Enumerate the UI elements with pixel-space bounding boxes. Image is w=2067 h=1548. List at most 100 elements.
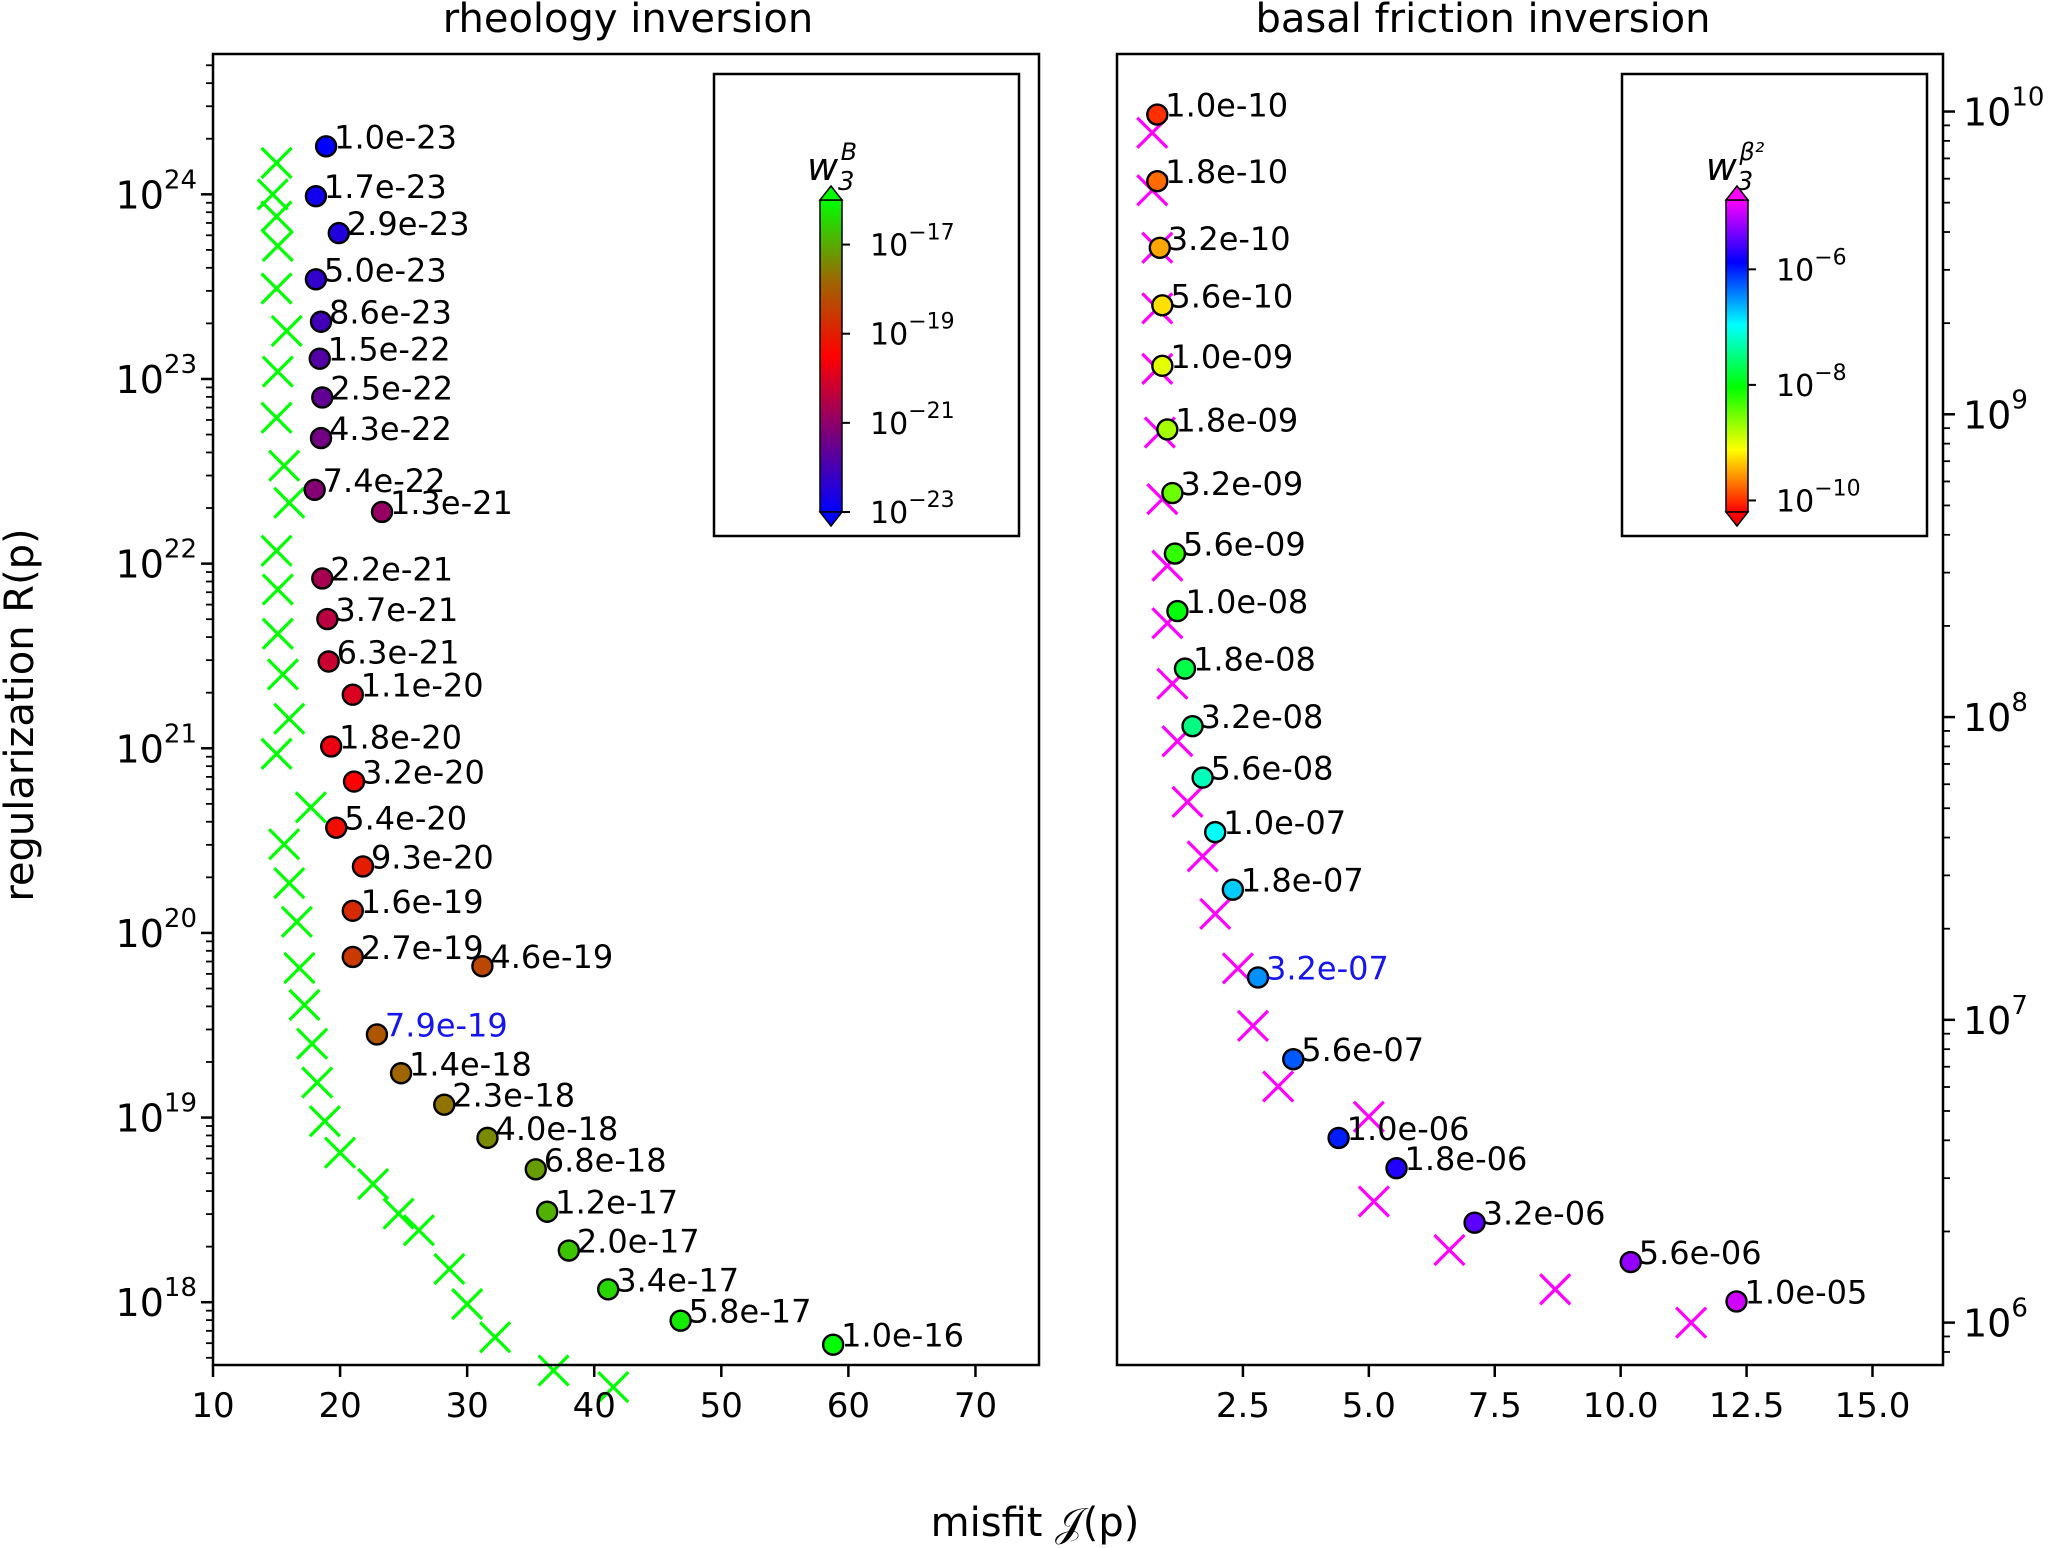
colorbar-symbol: w xyxy=(1706,145,1738,189)
data-point xyxy=(1221,878,1245,901)
cross-marker xyxy=(260,401,293,434)
cross-marker xyxy=(1236,1009,1270,1043)
panel-basal-friction: basal friction inversion 1.0e-10 1.8e-10 3… xyxy=(1115,0,2045,1426)
x-tick-label: 2.5 xyxy=(1216,1386,1270,1426)
colorbar-superscript: B xyxy=(841,138,857,166)
cross-marker xyxy=(261,573,294,606)
data-point xyxy=(1204,820,1227,844)
cross-marker xyxy=(382,1197,415,1230)
data-point xyxy=(1151,294,1174,317)
y-tick-label: 108 xyxy=(1963,688,2028,740)
data-point xyxy=(669,1309,692,1332)
point-label: 1.8e-09 xyxy=(1175,401,1298,439)
point-label: 1.8e-10 xyxy=(1165,153,1288,191)
cross-stroke xyxy=(323,1136,357,1169)
cross-stroke xyxy=(270,314,303,348)
point-label: 1.0e-16 xyxy=(841,1317,964,1355)
colorbar xyxy=(1725,199,1749,513)
colorbar-extend-top xyxy=(1724,184,1750,201)
cross-marker xyxy=(451,1287,484,1321)
y-tick-label: 1022 xyxy=(116,535,197,587)
cross-stroke xyxy=(301,1066,334,1099)
data-point xyxy=(1148,236,1172,259)
point-label: 2.0e-17 xyxy=(577,1223,700,1261)
cross-stroke xyxy=(261,617,294,650)
cross-stroke xyxy=(1433,1233,1466,1267)
cross-marker xyxy=(402,1214,435,1247)
point-label: 3.2e-09 xyxy=(1180,465,1303,503)
data-point xyxy=(351,855,375,878)
cross-stroke xyxy=(1221,952,1255,985)
point-label: 2.9e-23 xyxy=(347,205,470,243)
point-label: 3.4e-17 xyxy=(616,1261,739,1299)
data-point xyxy=(1725,1290,1748,1313)
point-label: 1.0e-08 xyxy=(1185,583,1308,621)
y-tick-label: 1024 xyxy=(116,165,197,217)
cross-stroke xyxy=(295,1027,329,1060)
cross-marker xyxy=(433,1252,466,1286)
point-label: 5.6e-10 xyxy=(1170,277,1293,315)
cross-stroke xyxy=(261,229,294,263)
point-label: 1.8e-06 xyxy=(1405,1140,1528,1178)
point-label: 2.3e-18 xyxy=(452,1077,575,1115)
y-tick-label: 106 xyxy=(1963,1294,2028,1346)
cross-stroke xyxy=(1171,785,1204,818)
point-label: 5.8e-17 xyxy=(689,1293,812,1331)
data-point xyxy=(1146,169,1169,193)
point-label: 1.0e-06 xyxy=(1347,1110,1470,1148)
colorbar xyxy=(819,199,843,513)
data-point xyxy=(1619,1250,1642,1274)
data-point xyxy=(597,1278,620,1301)
panel-title: basal friction inversion xyxy=(1255,0,1710,42)
marks-rheology: 1.0e-23 1.7e-232.9e-23 5.0e-23 8.6e-231.5e-… xyxy=(256,118,964,1404)
data-point xyxy=(1385,1156,1408,1180)
point-label: 5.6e-09 xyxy=(1183,526,1306,564)
x-tick-label: 70 xyxy=(954,1386,997,1426)
colorbar-label: w3B xyxy=(807,138,857,197)
cross-stroke xyxy=(537,1354,570,1387)
cross-marker xyxy=(260,272,293,305)
cross-stroke xyxy=(273,486,306,519)
cross-stroke xyxy=(260,534,293,567)
cross-stroke xyxy=(433,1252,466,1286)
cross-marker xyxy=(260,146,293,180)
data-point xyxy=(342,770,366,793)
point-label: 7.4e-22 xyxy=(323,462,446,500)
cross-stroke xyxy=(597,1371,630,1404)
data-point xyxy=(341,683,364,706)
cross-stroke xyxy=(1262,1070,1295,1103)
data-point xyxy=(311,386,334,409)
cross-marker xyxy=(323,1136,357,1169)
colorbar-extend-top xyxy=(818,184,844,201)
point-label: 5.6e-07 xyxy=(1301,1031,1424,1069)
data-point xyxy=(821,1333,845,1356)
colorbar-extend-bottom xyxy=(818,511,844,528)
cross-marker xyxy=(537,1354,570,1387)
data-point xyxy=(1146,103,1169,126)
data-point xyxy=(471,954,494,978)
cross-marker xyxy=(283,951,316,985)
point-label: 9.3e-20 xyxy=(371,838,494,876)
point-label: 5.6e-08 xyxy=(1211,750,1334,788)
colorbar-tick-label: 10−21 xyxy=(870,399,955,442)
y-tick-label: 1021 xyxy=(116,719,197,771)
point-label: 5.6e-06 xyxy=(1639,1234,1762,1272)
data-point xyxy=(1181,714,1204,738)
colorbar-tick-label: 10−17 xyxy=(870,221,955,264)
colorbar-extend-bottom xyxy=(1724,511,1750,528)
ticks-basal-friction: 2.5 5.0 7.5 10.0 12.5 15.0 106 107 108 109 1010 xyxy=(1216,83,2045,1426)
cross-stroke xyxy=(1199,897,1232,931)
data-point xyxy=(1463,1211,1486,1234)
cross-marker xyxy=(260,534,293,567)
cross-marker xyxy=(270,314,303,348)
y-tick-label: 1020 xyxy=(116,904,197,956)
marks-basal-friction: 1.0e-10 1.8e-10 3.2e-10 5.6e-10 1.0e-09 1.8e-… xyxy=(1136,87,1867,1339)
cross-marker xyxy=(1357,1185,1390,1218)
x-tick-label: 5.0 xyxy=(1342,1386,1396,1426)
point-label: 3.2e-07 xyxy=(1266,949,1389,987)
cross-stroke xyxy=(1675,1306,1708,1339)
cross-stroke xyxy=(288,988,321,1022)
data-point xyxy=(309,310,333,333)
cross-marker xyxy=(356,1167,390,1201)
